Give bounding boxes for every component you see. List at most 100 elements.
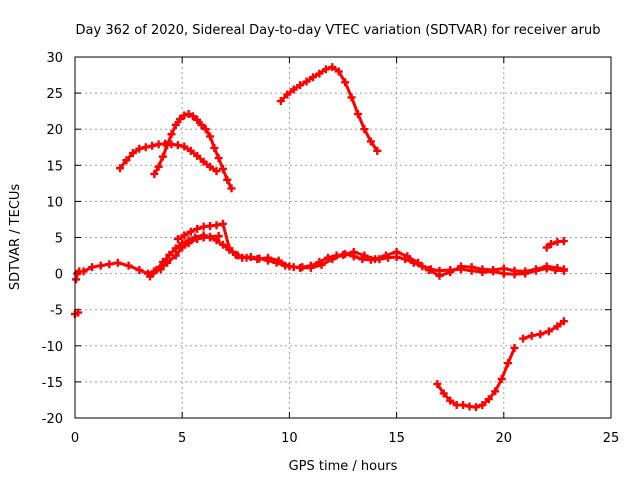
- data-point: [199, 222, 208, 231]
- data-point: [323, 253, 332, 262]
- data-point: [484, 395, 493, 404]
- data-point: [358, 255, 367, 264]
- chart-title: Day 362 of 2020, Sidereal Day-to-day VTE…: [76, 23, 601, 38]
- data-point: [193, 234, 202, 243]
- data-point: [233, 251, 242, 260]
- data-point: [135, 144, 144, 153]
- data-point: [218, 219, 227, 228]
- data-point: [542, 262, 551, 271]
- x-tick-label: 0: [71, 431, 79, 446]
- data-point: [373, 146, 382, 155]
- data-point: [210, 143, 219, 152]
- data-point: [212, 236, 221, 245]
- data-point: [225, 244, 234, 253]
- data-point: [206, 132, 215, 141]
- data-point: [199, 231, 208, 240]
- data-point: [227, 184, 236, 193]
- series-arc-10: [519, 317, 568, 343]
- data-point: [497, 375, 506, 384]
- data-point: [152, 265, 161, 274]
- data-point: [366, 137, 375, 146]
- data-point: [371, 255, 380, 264]
- y-tick-label: -20: [42, 412, 63, 427]
- data-point: [193, 224, 202, 233]
- data-point: [276, 97, 285, 106]
- y-tick-label: -15: [42, 376, 63, 391]
- data-point: [122, 156, 131, 165]
- data-point: [146, 272, 155, 281]
- data-point: [491, 387, 500, 396]
- data-point: [79, 267, 88, 276]
- data-point: [158, 152, 167, 161]
- data-point: [328, 63, 337, 72]
- data-point: [88, 263, 97, 272]
- data-point: [214, 232, 223, 241]
- data-point: [439, 389, 448, 398]
- data-point: [433, 380, 442, 389]
- ticks: 0 5 10 15 20 25 -20 -15 -10 -5 0 5 10 15 20 25 30: [42, 51, 620, 446]
- data-point: [171, 120, 180, 129]
- y-tick-label: 15: [46, 159, 63, 174]
- y-tick-label: -5: [50, 304, 63, 319]
- data-point: [206, 233, 215, 242]
- data-point: [504, 359, 513, 368]
- data-point: [214, 154, 223, 163]
- data-point: [186, 227, 195, 236]
- data-point: [384, 253, 393, 262]
- data-point: [167, 140, 176, 149]
- data-point: [471, 403, 480, 412]
- data-point: [212, 167, 221, 176]
- data-point: [321, 65, 330, 74]
- data-point: [296, 81, 305, 90]
- data-point: [446, 268, 455, 277]
- data-point: [171, 244, 180, 253]
- data-point: [193, 151, 202, 160]
- data-point: [349, 247, 358, 256]
- data-point: [366, 255, 375, 264]
- data-point: [218, 164, 227, 173]
- data-point: [173, 141, 182, 150]
- data-point: [435, 266, 444, 275]
- series-arc-1: [72, 267, 84, 284]
- data-point: [467, 263, 476, 272]
- data-point: [302, 77, 311, 86]
- data-point: [184, 236, 193, 245]
- data-point: [178, 239, 187, 248]
- data-point: [171, 251, 180, 260]
- data-point: [161, 139, 170, 148]
- data-point: [96, 261, 105, 270]
- data-point: [165, 250, 174, 259]
- series-arc-11: [542, 237, 568, 252]
- data-point: [315, 69, 324, 78]
- data-point: [544, 327, 553, 336]
- data-point: [135, 265, 144, 274]
- data-point: [553, 263, 562, 272]
- data-point: [341, 78, 350, 87]
- data-point: [289, 85, 298, 94]
- data-point: [510, 266, 519, 275]
- x-tick-label: 20: [496, 431, 513, 446]
- data-point: [536, 330, 545, 339]
- data-point: [74, 308, 83, 317]
- series-arc-8: [276, 63, 382, 155]
- data-point: [197, 120, 206, 129]
- data-point: [143, 269, 152, 278]
- data-point: [150, 169, 159, 178]
- data-point: [328, 255, 337, 264]
- data-point: [296, 263, 305, 272]
- data-point: [521, 267, 530, 276]
- x-tick-label: 25: [603, 431, 620, 446]
- data-point: [141, 143, 150, 152]
- data-point: [167, 130, 176, 139]
- data-point: [403, 252, 412, 261]
- data-point: [519, 334, 528, 343]
- data-point: [188, 112, 197, 121]
- data-point: [223, 175, 232, 184]
- data-point: [173, 234, 182, 243]
- data-point: [527, 331, 536, 340]
- data-point: [218, 240, 227, 249]
- data-point: [414, 258, 423, 267]
- data-point: [154, 140, 163, 149]
- y-tick-label: 25: [46, 87, 63, 102]
